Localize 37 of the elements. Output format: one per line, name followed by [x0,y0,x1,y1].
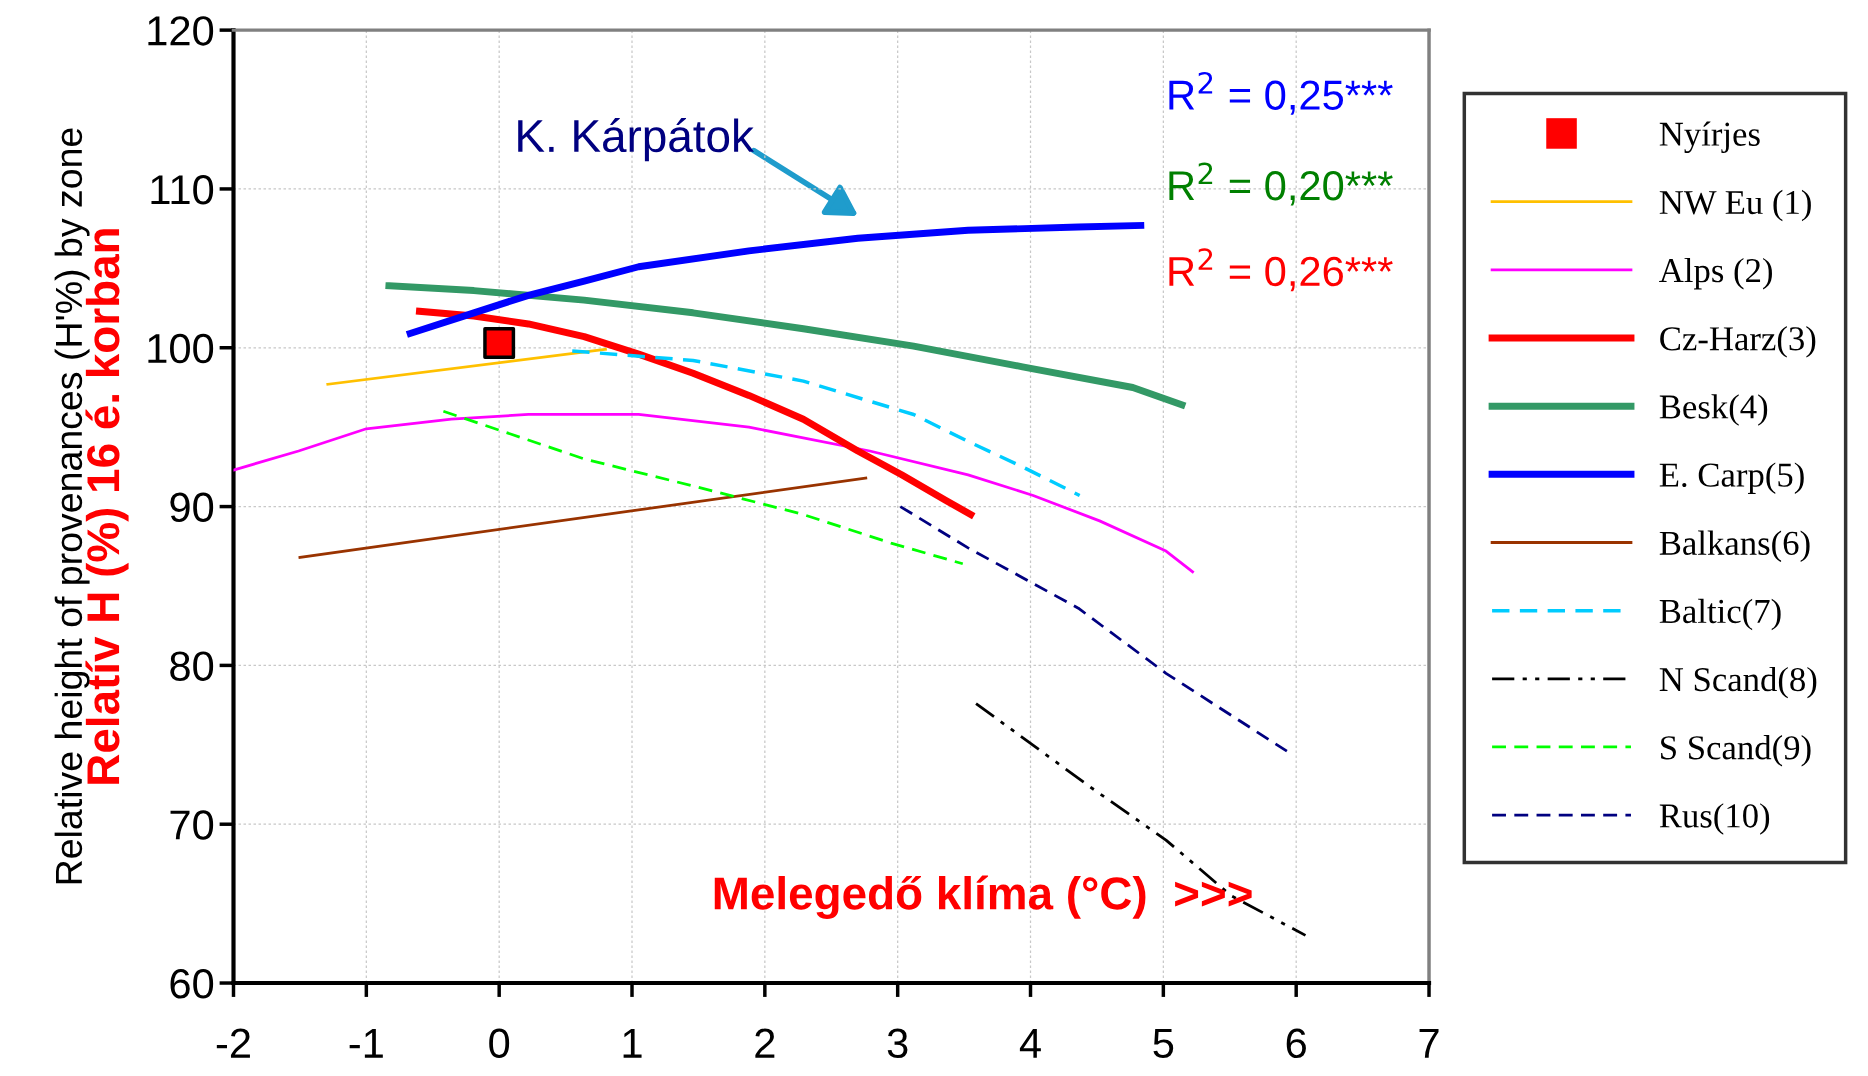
legend-label: Besk(4) [1659,394,1768,426]
x-tick-label: 7 [1419,1029,1439,1058]
y-tick-label: 60 [170,969,214,999]
legend-label: Cz-Harz(3) [1660,326,1816,358]
annotation: K. Kárpátok [518,118,754,162]
legend-label: Alps (2) [1659,257,1772,290]
x-tick-label: -2 [216,1028,250,1058]
legend-label: Baltic(7) [1659,598,1781,631]
y-tick-label: 80 [170,651,214,681]
legend-label: NW Eu (1) [1659,189,1811,222]
x-tick-label: 5 [1153,1029,1174,1059]
annotation: Melegedő klíma (°C) >>> [714,875,1252,919]
y-tick-label: 110 [151,174,214,205]
legend-label: E. Carp(5) [1659,462,1804,494]
line-series [570,349,1082,498]
y-tick-label: 120 [148,16,214,46]
y-tick-label: 70 [170,810,214,840]
x-tick-label: -1 [349,1029,383,1058]
y-tick-label: 100 [148,333,214,364]
annotation: R$^{2}$ = 0,20*** [1169,162,1393,206]
line-series [233,413,1194,574]
legend-label: S Scand(9) [1661,735,1811,767]
legend-label: Nyírjes [1659,121,1760,154]
x-tick-label: 0 [489,1028,510,1059]
x-tick-label: 4 [1019,1029,1041,1058]
line-series [898,505,1289,753]
legend-label: Balkans(6) [1659,530,1810,563]
x-tick-label: 6 [1286,1028,1306,1059]
x-tick-label: 1 [623,1029,642,1058]
legend-label: N Scand(8) [1659,666,1817,699]
line-series [441,409,965,566]
y-tick-label: 90 [170,492,214,523]
x-tick-label: 3 [887,1028,908,1059]
annotation: R$^{2}$ = 0,25*** [1169,71,1393,115]
annotation: R$^{2}$ = 0,26*** [1169,248,1393,292]
x-tick-label: 2 [755,1028,775,1058]
legend-label: Rus(10) [1659,803,1770,835]
